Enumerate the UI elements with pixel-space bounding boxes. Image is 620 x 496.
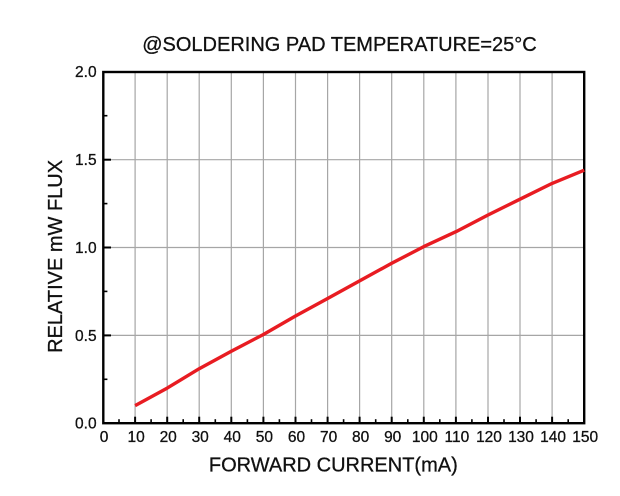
svg-text:80: 80 <box>352 429 370 446</box>
svg-text:2.0: 2.0 <box>75 64 97 81</box>
svg-text:100: 100 <box>412 429 438 446</box>
svg-text:20: 20 <box>160 429 178 446</box>
svg-text:40: 40 <box>224 429 242 446</box>
svg-text:60: 60 <box>288 429 306 446</box>
svg-text:110: 110 <box>445 429 470 446</box>
svg-text:0.5: 0.5 <box>75 328 97 345</box>
svg-text:130: 130 <box>508 429 534 446</box>
svg-text:70: 70 <box>320 429 338 446</box>
svg-text:1.0: 1.0 <box>75 240 97 257</box>
svg-text:RELATIVE mW FLUX: RELATIVE mW FLUX <box>45 160 67 353</box>
svg-text:50: 50 <box>256 429 274 446</box>
svg-text:0.0: 0.0 <box>75 416 97 433</box>
svg-text:30: 30 <box>192 429 210 446</box>
svg-text:0: 0 <box>100 429 109 446</box>
svg-text:10: 10 <box>127 429 145 446</box>
svg-text:150: 150 <box>572 429 598 446</box>
svg-text:120: 120 <box>476 429 502 446</box>
svg-text:140: 140 <box>540 429 566 446</box>
svg-text:1.5: 1.5 <box>75 152 97 169</box>
svg-text:90: 90 <box>384 429 402 446</box>
svg-text:@SOLDERING PAD TEMPERATURE=25°: @SOLDERING PAD TEMPERATURE=25°C <box>142 34 537 56</box>
svg-text:FORWARD CURRENT(mA): FORWARD CURRENT(mA) <box>209 455 458 477</box>
